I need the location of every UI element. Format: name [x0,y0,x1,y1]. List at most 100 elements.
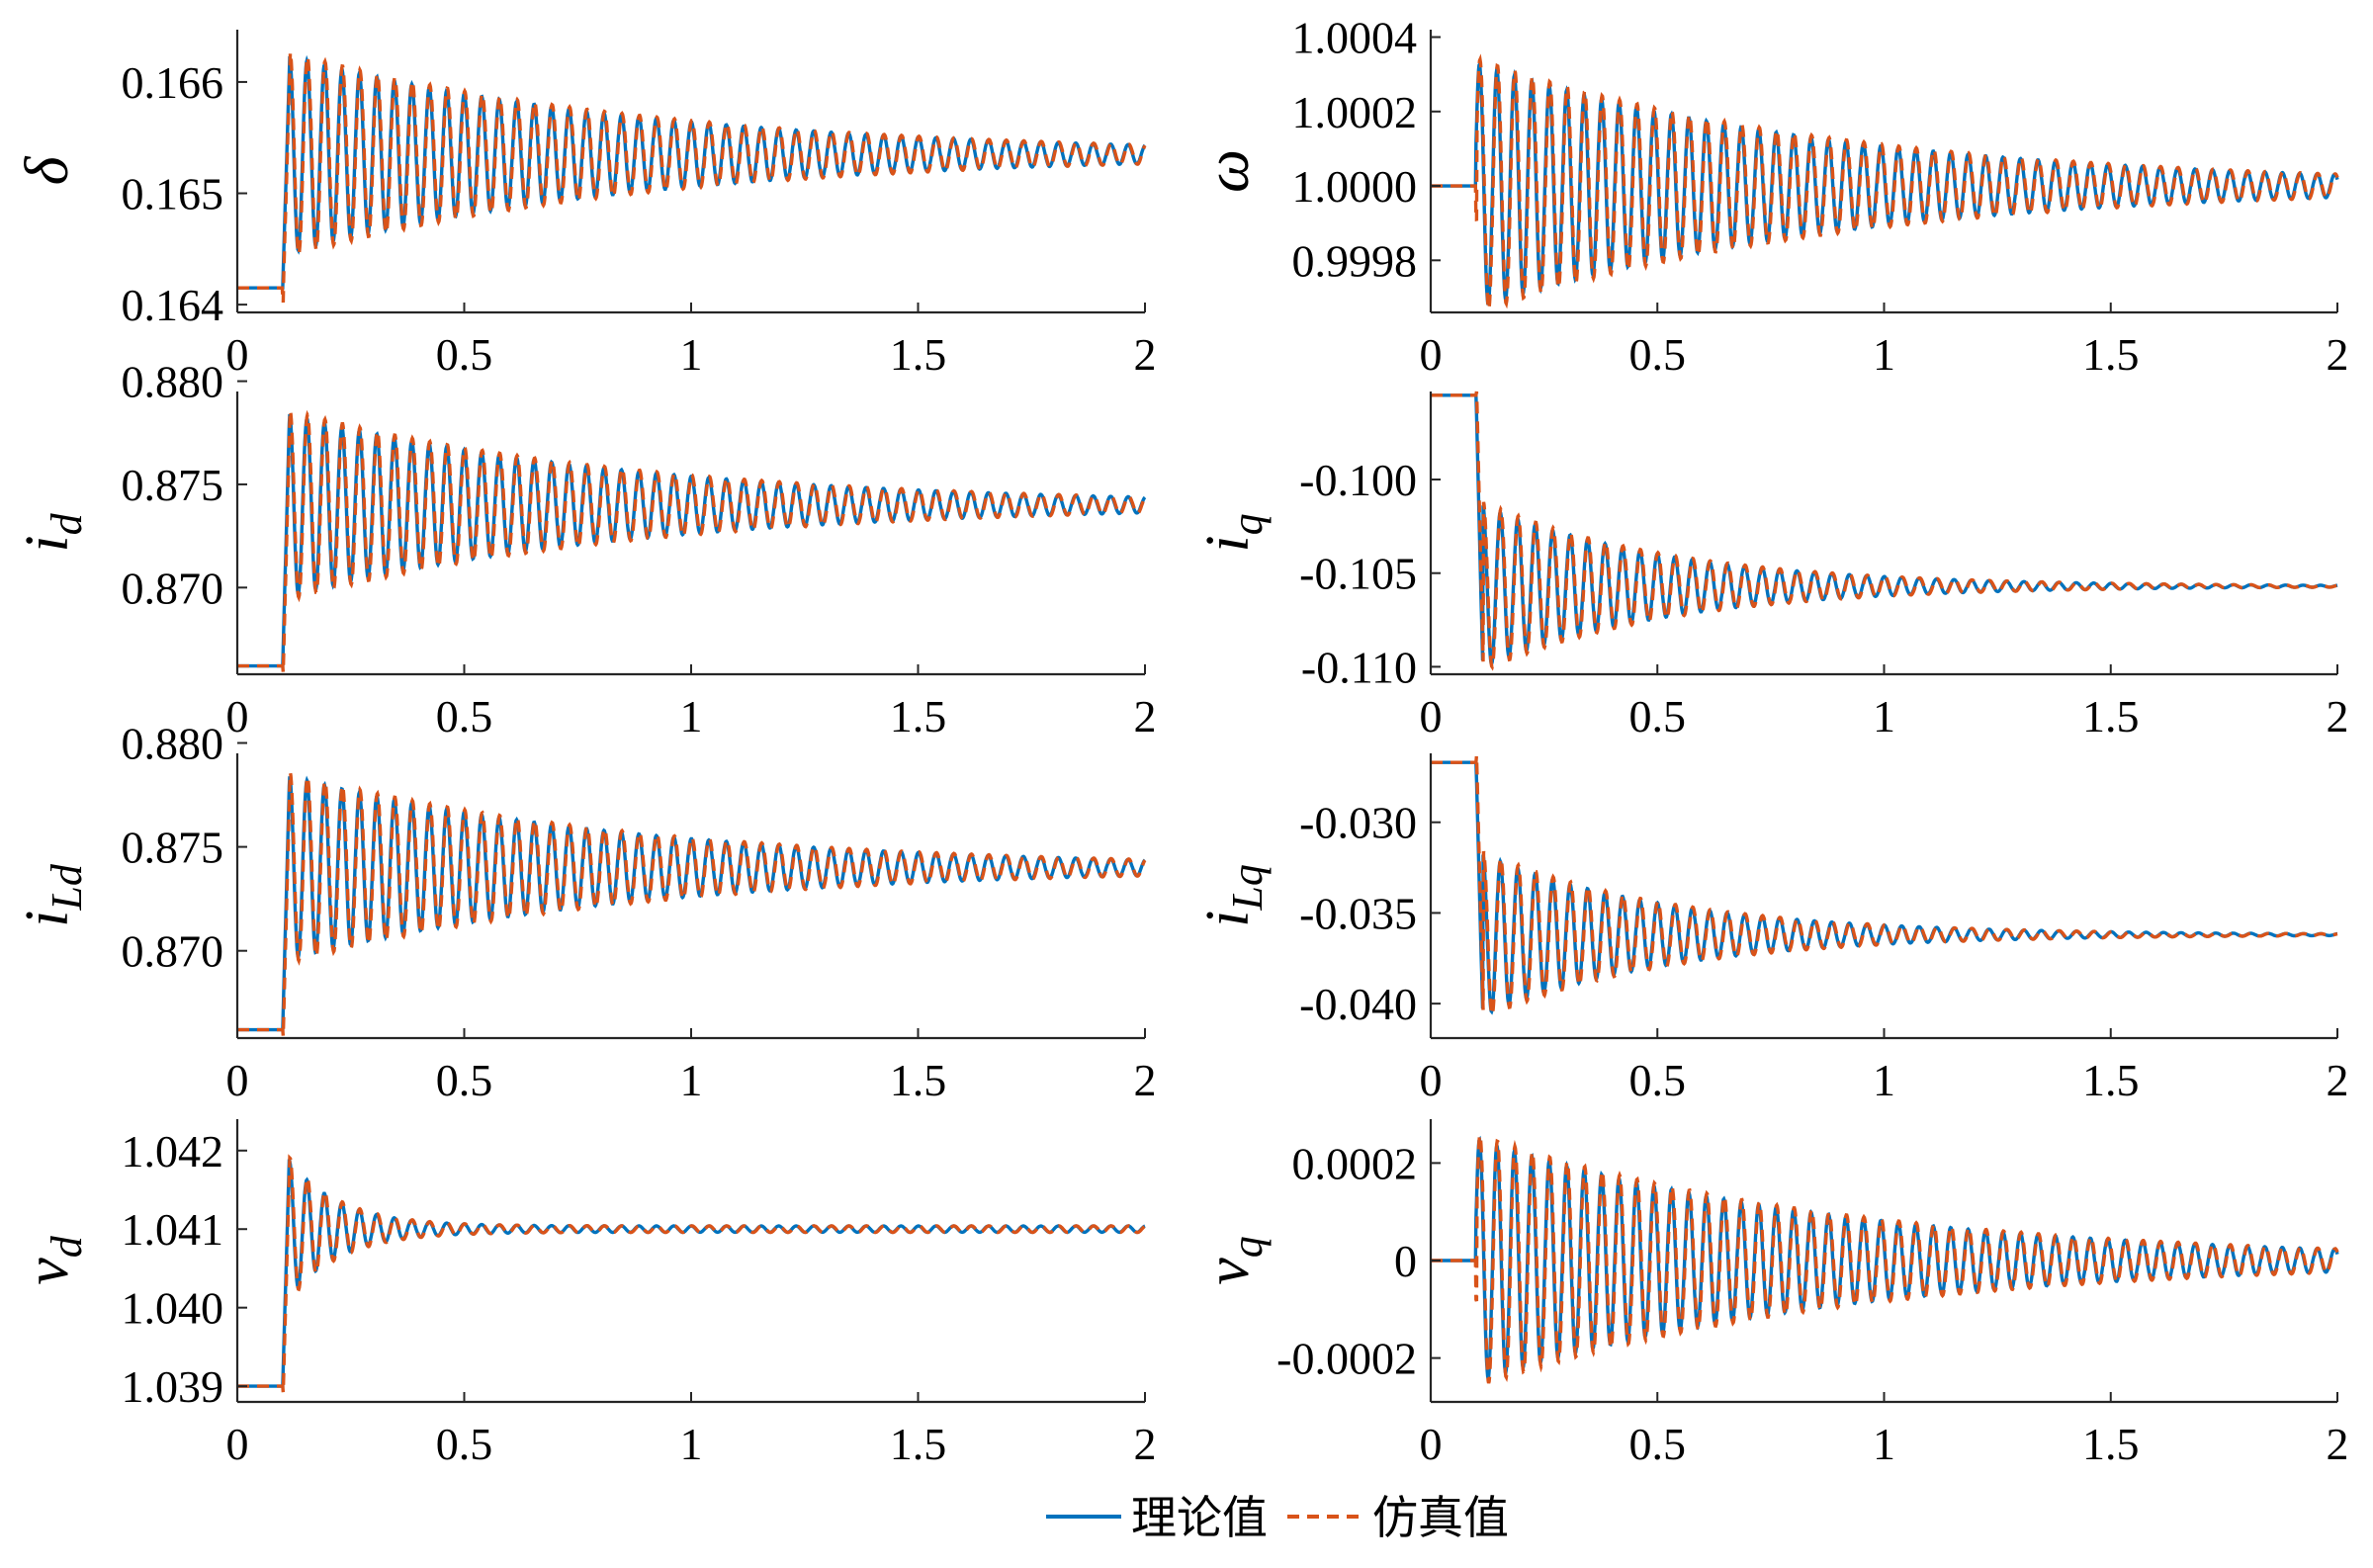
subplot-4: 0 0.5 1 1.5 2 -0.110 -0.105 -0.100 iq [1194,391,2349,741]
x-tick-label: 2 [1134,1055,1157,1105]
y-tick-label: 1.042 [122,1126,224,1176]
series-simulation-line [1431,391,2338,671]
y-tick-label: 1.039 [122,1361,224,1412]
series-theory-line [237,775,1147,1032]
subplot-1: 0 0.5 1 1.5 2 0.164 0.165 0.166 δ [14,30,1157,380]
x-tick-label: 0 [226,329,249,380]
x-tick-label: 1.5 [2082,691,2140,741]
y-tick-label: 1.0000 [1292,161,1418,212]
y-tick-label: -0.030 [1299,798,1417,848]
x-tick-label: 1.5 [2082,1419,2140,1469]
x-tick-label: 1 [680,1055,703,1105]
x-tick-label: 0 [1420,691,1443,741]
y-tick-label: 0.875 [122,823,224,873]
x-tick-label: 0.5 [436,691,493,741]
x-tick-label: 1 [680,691,703,741]
x-tick-label: 0.5 [1629,691,1687,741]
x-tick-label: 2 [1134,329,1157,380]
subplot-5: 0 0.5 1 1.5 2 0.870 0.875 0.880 iLd [14,718,1157,1105]
x-tick-label: 0.5 [1629,1055,1687,1105]
x-tick-label: 0 [1420,329,1443,380]
series-simulation-line [237,409,1147,673]
legend-label-simulation: 仿真值 [1372,1493,1509,1543]
y-axis-label: id [14,512,91,552]
series-simulation-line [237,1154,1146,1393]
x-tick-label: 0 [226,691,249,741]
x-tick-label: 0.5 [1629,1419,1687,1469]
legend: 理论值 仿真值 [1046,1493,1509,1543]
series-theory-line [1431,760,2337,1015]
subplot-2: 0 0.5 1 1.5 2 0.9998 1.0000 1.0002 1.0004 ω [1194,13,2349,380]
y-tick-label: 0.164 [122,280,224,330]
x-tick-label: 1 [1873,329,1895,380]
x-tick-label: 2 [2327,691,2349,741]
x-tick-label: 0.5 [436,329,493,380]
y-axis-label: δ [14,155,81,185]
y-tick-label: 0.880 [122,718,224,768]
x-tick-label: 1 [1873,1055,1895,1105]
y-tick-label: 0.166 [122,57,224,108]
x-tick-label: 1.5 [890,691,947,741]
legend-label-theory: 理论值 [1131,1493,1268,1543]
y-tick-label: 1.041 [122,1204,224,1255]
series-simulation-line [237,51,1147,304]
series-simulation-line [1431,755,2338,1018]
y-tick-label: 0.875 [122,460,224,510]
x-tick-label: 0 [226,1055,249,1105]
x-tick-label: 1.5 [2082,329,2140,380]
y-tick-label: -0.0002 [1276,1334,1417,1384]
x-tick-label: 1 [680,329,703,380]
y-tick-label: 0.880 [122,357,224,407]
subplot-3: 0 0.5 1 1.5 2 0.870 0.875 0.880 id [14,357,1157,741]
y-tick-label: 0 [1394,1236,1417,1286]
y-tick-label: 0.165 [122,169,224,219]
x-tick-label: 1.5 [890,329,947,380]
y-tick-label: 0.870 [122,926,224,977]
series-simulation-line [1431,1129,2339,1384]
y-tick-label: 1.0002 [1292,87,1418,137]
x-tick-label: 1.5 [890,1055,947,1105]
x-tick-label: 0 [1420,1419,1443,1469]
y-tick-label: 0.870 [122,563,224,613]
y-axis-label: vq [1194,1236,1272,1285]
series-theory-line [237,54,1147,290]
x-tick-label: 1.5 [890,1419,947,1469]
series-theory-line [1431,393,2338,667]
y-tick-label: -0.105 [1299,549,1417,599]
y-tick-label: 0.9998 [1292,235,1418,286]
y-tick-label: 1.040 [122,1283,224,1334]
series-theory-line [237,1159,1146,1388]
x-tick-label: 0.5 [436,1419,493,1469]
x-tick-label: 0.5 [436,1055,493,1105]
y-tick-label: -0.110 [1301,642,1417,692]
series-theory-line [237,413,1147,668]
x-tick-label: 2 [2327,329,2349,380]
subplot-7: 0 0.5 1 1.5 2 1.039 1.040 1.041 1.042 vd [14,1119,1157,1469]
x-tick-label: 2 [1134,1419,1157,1469]
y-tick-label: -0.040 [1299,979,1417,1029]
y-axis-label: iLd [14,863,91,927]
x-tick-label: 0 [226,1419,249,1469]
y-axis-label: iLq [1194,864,1272,927]
x-tick-label: 1 [680,1419,703,1469]
x-tick-label: 1 [1873,691,1895,741]
x-tick-label: 1 [1873,1419,1895,1469]
y-axis-label: ω [1194,149,1262,193]
y-axis-label: iq [1194,513,1272,552]
subplot-grid: 0 0.5 1 1.5 2 0.164 0.165 0.166 δ 0 0.5 1 1.5 2 0.9998… [14,13,2349,1469]
y-tick-label: 0.0002 [1292,1138,1418,1188]
y-axis-label: vd [14,1235,91,1285]
y-tick-label: 1.0004 [1292,13,1418,63]
subplot-6: 0 0.5 1 1.5 2 -0.040 -0.035 -0.030 iLq [1194,753,2349,1105]
x-tick-label: 0.5 [1629,329,1687,380]
series-simulation-line [1431,53,2339,316]
x-tick-label: 2 [2327,1419,2349,1469]
y-tick-label: -0.035 [1299,888,1417,938]
series-simulation-line [237,772,1147,1037]
x-tick-label: 1.5 [2082,1055,2140,1105]
y-tick-label: -0.100 [1299,455,1417,505]
x-tick-label: 2 [1134,691,1157,741]
x-tick-label: 2 [2327,1055,2349,1105]
